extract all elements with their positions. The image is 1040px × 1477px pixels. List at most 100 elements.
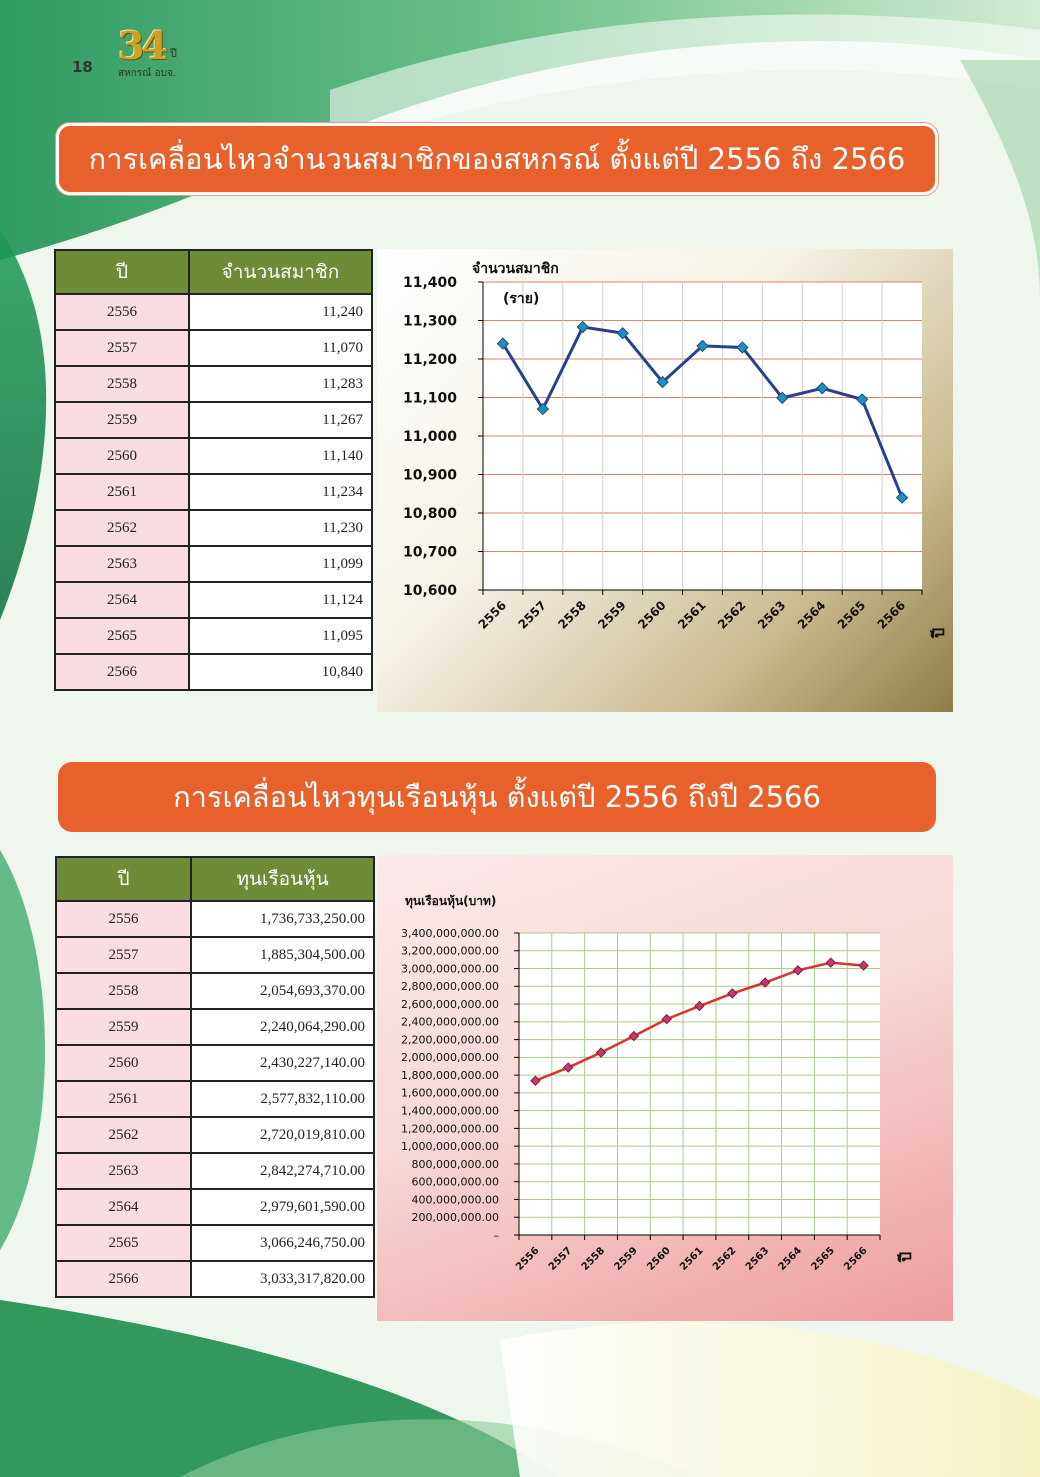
- year-cell: 2564: [54, 581, 190, 619]
- data-point: [895, 491, 909, 504]
- table-header-row: ปี จำนวนสมาชิก: [54, 249, 373, 295]
- y-tick-label: 11,200: [403, 352, 457, 368]
- table-row: 2566 10,840: [54, 653, 373, 691]
- table-row: 2561 11,234: [54, 473, 373, 511]
- table-row: 2560 11,140: [54, 437, 373, 475]
- data-point: [628, 1030, 640, 1042]
- logo-year-word: ปี: [170, 47, 177, 60]
- y-tick-label: 2,200,000,000.00: [401, 1033, 499, 1046]
- chart-title: จำนวนสมาชิก: [472, 261, 559, 277]
- x-tick-label: 2558: [580, 1245, 607, 1272]
- y-tick-label: 10,900: [403, 467, 457, 483]
- value-cell: 11,283: [188, 365, 373, 403]
- value-cell: 11,267: [188, 401, 373, 439]
- table-row: 2558 2,054,693,370.00: [55, 972, 375, 1010]
- table-row: 2566 3,033,317,820.00: [55, 1260, 375, 1298]
- y-tick-label: 2,800,000,000.00: [401, 980, 499, 993]
- y-tick-label: 1,000,000,000.00: [401, 1140, 499, 1153]
- page-number: 18: [72, 58, 93, 76]
- value-cell: 11,124: [188, 581, 373, 619]
- col-header-share-capital: ทุนเรือนหุ้น: [190, 856, 375, 902]
- logo-number: 34: [118, 23, 168, 68]
- value-cell: 3,033,317,820.00: [190, 1260, 375, 1298]
- data-point: [825, 957, 836, 968]
- section1-title: การเคลื่อนไหวจำนวนสมาชิกของสหกรณ์ ตั้งแต…: [88, 142, 906, 176]
- section2-title: การเคลื่อนไหวทุนเรือนหุ้น ตั้งแต่ปี 2556…: [173, 780, 821, 814]
- data-point: [792, 965, 804, 976]
- x-tick-label: 2563: [744, 1245, 771, 1272]
- year-cell: 2564: [55, 1188, 192, 1226]
- year-cell: 2556: [54, 293, 190, 331]
- value-cell: 2,430,227,140.00: [190, 1044, 375, 1082]
- x-tick-label: 2564: [777, 1245, 804, 1272]
- x-tick-label: 2561: [678, 1245, 705, 1272]
- year-cell: 2561: [54, 473, 190, 511]
- y-tick-label: 10,800: [403, 506, 457, 522]
- table-row: 2561 2,577,832,110.00: [55, 1080, 375, 1118]
- value-cell: 11,095: [188, 617, 373, 655]
- x-axis-label: ปี: [896, 1252, 915, 1264]
- year-cell: 2565: [55, 1224, 192, 1262]
- table-row: 2558 11,283: [54, 365, 373, 403]
- year-cell: 2558: [55, 972, 192, 1010]
- y-tick-label: 3,400,000,000.00: [401, 927, 499, 940]
- y-tick-label: 11,300: [403, 313, 457, 329]
- data-point: [816, 382, 829, 395]
- year-cell: 2562: [55, 1116, 192, 1154]
- table-row: 2563 11,099: [54, 545, 373, 583]
- y-tick-label: 2,400,000,000.00: [401, 1016, 499, 1029]
- data-point: [696, 339, 709, 353]
- y-tick-label: 3,200,000,000.00: [401, 945, 499, 958]
- col-header-members: จำนวนสมาชิก: [188, 249, 373, 295]
- data-point: [661, 1013, 672, 1025]
- data-point: [759, 977, 771, 988]
- data-point: [694, 1000, 705, 1012]
- y-tick-label: 600,000,000.00: [412, 1176, 499, 1189]
- data-point: [858, 960, 869, 971]
- year-cell: 2563: [55, 1152, 192, 1190]
- value-cell: 11,230: [188, 509, 373, 547]
- value-cell: 2,240,064,290.00: [190, 1008, 375, 1046]
- value-cell: 2,054,693,370.00: [190, 972, 375, 1010]
- value-cell: 11,070: [188, 329, 373, 367]
- section2-title-banner: การเคลื่อนไหวทุนเรือนหุ้น ตั้งแต่ปี 2556…: [58, 762, 936, 832]
- year-cell: 2556: [55, 900, 192, 938]
- x-tick-label: 2565: [809, 1245, 836, 1272]
- y-tick-label: 11,400: [403, 275, 457, 291]
- value-cell: 11,234: [188, 473, 373, 511]
- y-tick-label: –: [494, 1229, 500, 1242]
- y-tick-label: 1,800,000,000.00: [401, 1069, 499, 1082]
- y-tick-label: 10,700: [403, 544, 457, 560]
- year-cell: 2560: [54, 437, 190, 475]
- year-cell: 2557: [54, 329, 190, 367]
- data-point: [855, 393, 869, 406]
- year-cell: 2563: [54, 545, 190, 583]
- anniversary-logo: 34 ปี สหกรณ์ อบจ.: [118, 23, 198, 80]
- data-point: [727, 988, 738, 999]
- y-tick-label: 2,000,000,000.00: [401, 1051, 499, 1064]
- year-cell: 2557: [55, 936, 192, 974]
- data-point: [616, 326, 629, 340]
- year-cell: 2560: [55, 1044, 192, 1082]
- y-tick-label: 400,000,000.00: [412, 1193, 499, 1206]
- value-cell: 3,066,246,750.00: [190, 1224, 375, 1262]
- y-tick-label: 1,200,000,000.00: [401, 1122, 499, 1135]
- chart-title: ทุนเรือนหุ้น(บาท): [405, 894, 496, 909]
- value-cell: 2,720,019,810.00: [190, 1116, 375, 1154]
- x-tick-label: 2559: [613, 1245, 640, 1272]
- y-tick-label: 3,000,000,000.00: [401, 962, 499, 975]
- table-row: 2563 2,842,274,710.00: [55, 1152, 375, 1190]
- value-cell: 2,979,601,590.00: [190, 1188, 375, 1226]
- data-point: [656, 375, 669, 389]
- y-tick-label: 10,600: [403, 583, 457, 599]
- year-cell: 2565: [54, 617, 190, 655]
- y-tick-label: 800,000,000.00: [412, 1158, 499, 1171]
- col-header-year: ปี: [55, 856, 192, 902]
- x-tick-label: 2566: [842, 1245, 869, 1272]
- value-cell: 11,140: [188, 437, 373, 475]
- data-point: [496, 337, 510, 350]
- table-row: 2565 3,066,246,750.00: [55, 1224, 375, 1262]
- y-tick-label: 11,100: [403, 390, 457, 406]
- section1-title-banner: การเคลื่อนไหวจำนวนสมาชิกของสหกรณ์ ตั้งแต…: [56, 123, 938, 195]
